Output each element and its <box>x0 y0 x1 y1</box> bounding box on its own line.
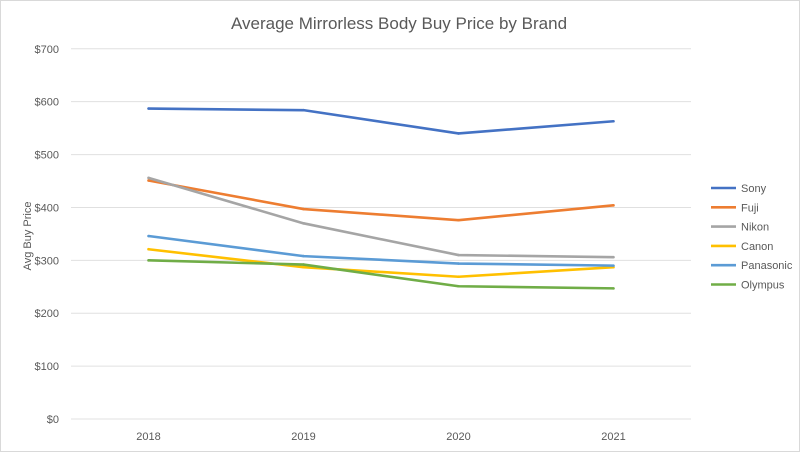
data-point <box>302 254 305 258</box>
legend-label: Nikon <box>741 222 769 234</box>
data-point <box>147 107 150 110</box>
series-line-olympus <box>148 259 614 290</box>
legend-label: Canon <box>741 241 773 253</box>
y-tick-label: $200 <box>35 308 59 320</box>
data-point <box>302 207 305 211</box>
data-point <box>457 253 460 257</box>
data-point <box>457 262 460 265</box>
data-point <box>302 263 305 266</box>
x-tick-label: 2018 <box>136 431 160 443</box>
data-point <box>147 247 150 251</box>
data-point <box>457 132 460 135</box>
series-line-nikon <box>148 176 614 259</box>
data-point <box>457 218 460 222</box>
series-line-sony <box>148 107 614 135</box>
series-line-panasonic <box>148 234 614 267</box>
data-point <box>457 275 460 279</box>
data-point <box>302 108 305 112</box>
legend-label: Fuji <box>741 202 759 214</box>
data-point <box>612 204 615 207</box>
y-tick-label: $300 <box>35 255 59 267</box>
legend-label: Panasonic <box>741 260 793 272</box>
chart-title: Average Mirrorless Body Buy Price by Bra… <box>231 14 567 33</box>
series-line-canon <box>148 247 614 279</box>
data-point <box>147 259 150 262</box>
data-point <box>147 176 150 180</box>
data-point <box>612 264 615 267</box>
data-point <box>147 179 150 182</box>
data-point <box>612 255 615 259</box>
y-tick-label: $0 <box>47 414 59 426</box>
y-axis-label: Avg Buy Price <box>22 202 34 271</box>
x-tick-label: 2019 <box>291 431 315 443</box>
data-point <box>612 119 615 123</box>
series-line-fuji <box>148 179 614 222</box>
x-tick-label: 2020 <box>446 431 470 443</box>
data-point <box>147 234 150 238</box>
legend-label: Olympus <box>741 280 785 292</box>
data-point <box>612 287 615 290</box>
data-point <box>302 265 305 269</box>
data-point <box>457 284 460 288</box>
y-tick-label: $600 <box>35 97 59 109</box>
y-tick-label: $500 <box>35 150 59 162</box>
x-tick-label: 2021 <box>601 431 625 443</box>
data-point <box>302 222 305 225</box>
y-tick-label: $400 <box>35 202 59 214</box>
y-tick-label: $700 <box>35 44 59 56</box>
legend-label: Sony <box>741 183 767 195</box>
y-tick-label: $100 <box>35 361 59 373</box>
